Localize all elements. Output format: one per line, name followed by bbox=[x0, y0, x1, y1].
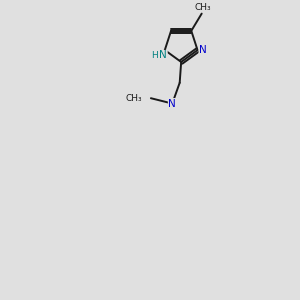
Text: N: N bbox=[168, 98, 176, 109]
Text: CH₃: CH₃ bbox=[126, 94, 142, 103]
Text: N: N bbox=[159, 50, 167, 60]
Text: CH₃: CH₃ bbox=[195, 3, 211, 12]
Text: H: H bbox=[151, 51, 158, 60]
Text: N: N bbox=[199, 45, 207, 55]
